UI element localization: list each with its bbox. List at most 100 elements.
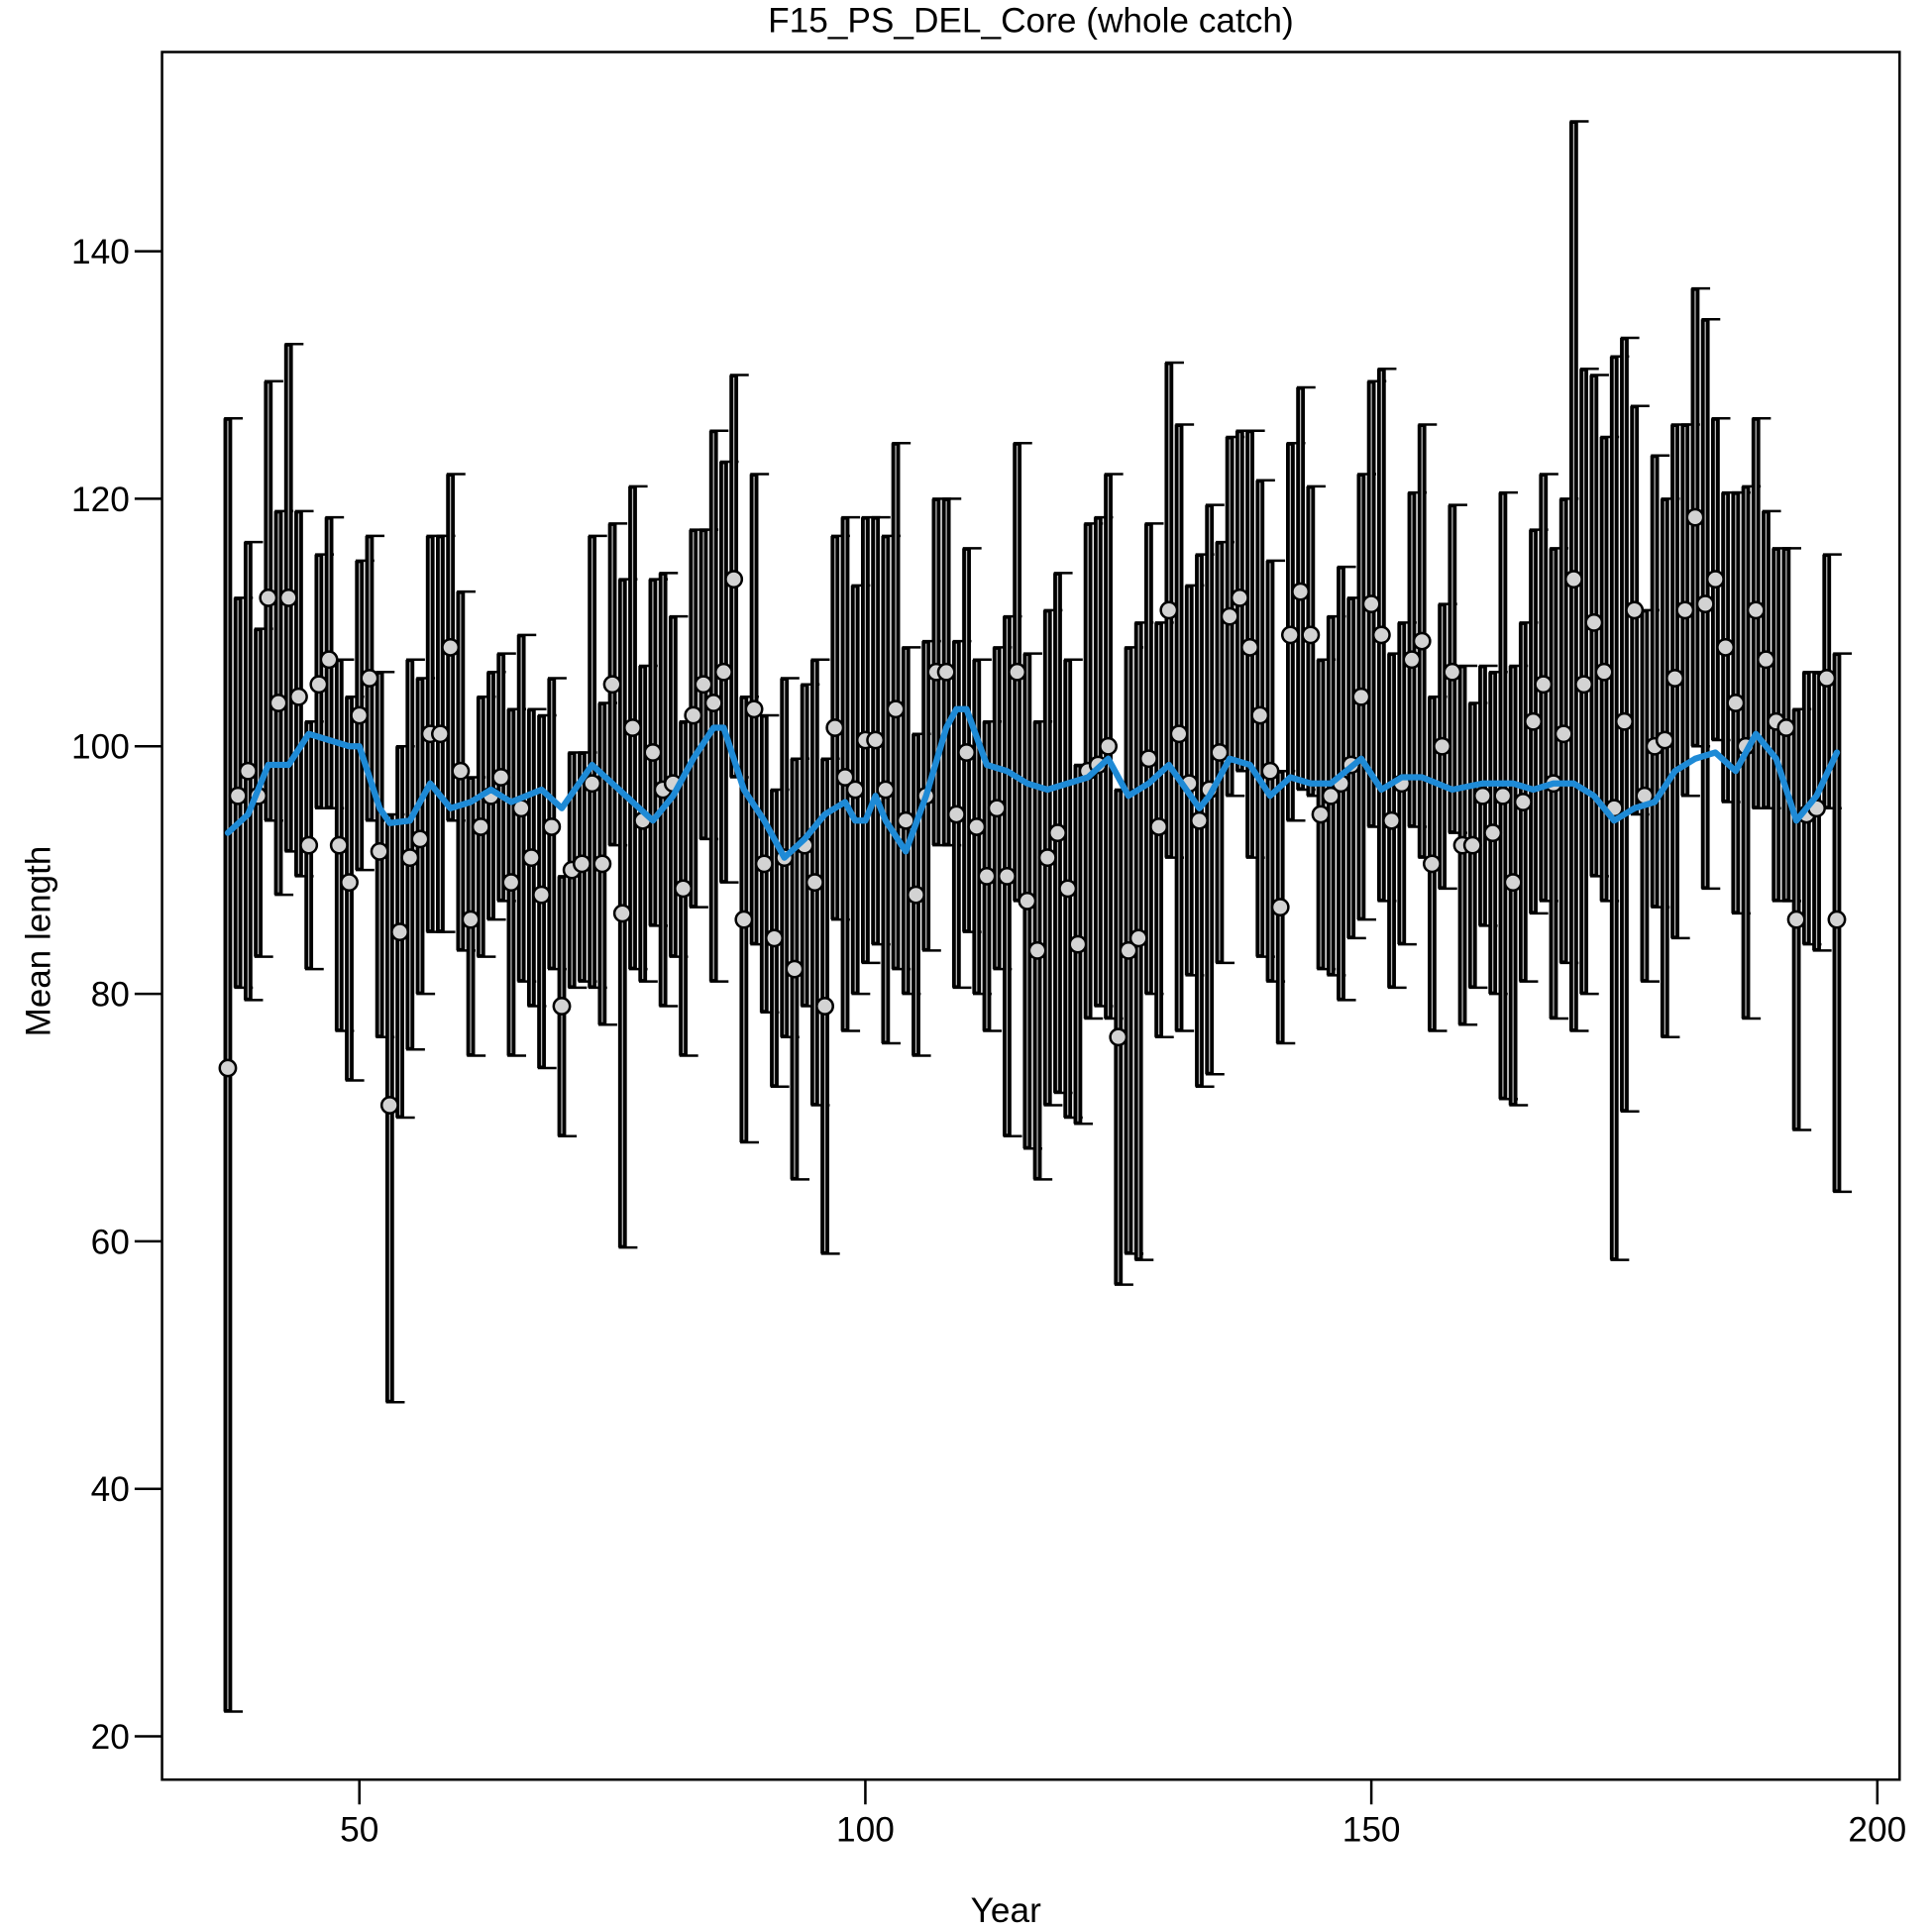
point [1149, 817, 1169, 836]
point [1412, 631, 1432, 651]
point [936, 662, 956, 682]
point [1726, 694, 1746, 712]
point [754, 854, 774, 874]
point [1443, 662, 1462, 682]
point [815, 997, 835, 1016]
point [1210, 743, 1230, 762]
point [572, 854, 591, 874]
y-tick-label: 140 [71, 233, 130, 271]
point [1473, 786, 1492, 805]
point [1554, 724, 1573, 744]
point [430, 724, 450, 744]
point [1270, 898, 1290, 917]
point [532, 885, 552, 905]
y-tick-label: 100 [71, 728, 130, 767]
point [552, 997, 572, 1016]
point [1563, 570, 1583, 589]
point [684, 705, 703, 725]
point [1230, 588, 1249, 607]
point [946, 805, 966, 824]
point [1291, 582, 1311, 601]
point [835, 768, 855, 787]
point [501, 873, 521, 893]
point [1008, 662, 1027, 682]
point [1099, 736, 1118, 756]
point [1240, 637, 1259, 657]
point [623, 718, 642, 737]
point [1483, 823, 1503, 843]
point [1361, 594, 1381, 613]
point [1757, 650, 1775, 670]
point [1817, 669, 1837, 688]
point [360, 669, 379, 688]
point [734, 910, 754, 929]
point [1371, 625, 1391, 645]
y-tick-label: 80 [91, 976, 130, 1015]
point [1027, 940, 1047, 960]
point [309, 675, 329, 695]
point [845, 780, 865, 800]
point [1665, 669, 1684, 688]
point [491, 768, 511, 787]
point [1786, 910, 1806, 929]
point [997, 867, 1017, 886]
point [329, 835, 349, 855]
point [1280, 625, 1300, 645]
point [1655, 730, 1674, 750]
point [379, 1096, 399, 1115]
point [724, 570, 744, 589]
x-tick-label: 200 [1848, 1811, 1906, 1850]
point [1220, 606, 1239, 626]
point [1503, 873, 1523, 893]
point [319, 650, 339, 670]
point [896, 810, 915, 830]
point [1037, 848, 1057, 868]
point [744, 699, 764, 719]
point [1068, 934, 1088, 954]
point [713, 662, 733, 682]
point [1382, 810, 1401, 830]
point [1827, 910, 1847, 929]
x-tick-label: 50 [340, 1811, 378, 1850]
point [643, 743, 663, 762]
point [238, 761, 258, 781]
point [218, 1058, 238, 1078]
point [1260, 761, 1280, 781]
point [461, 910, 481, 929]
point [390, 922, 410, 941]
point [1716, 637, 1736, 657]
point [259, 588, 278, 607]
point [228, 786, 248, 805]
point [876, 780, 896, 800]
point [451, 761, 471, 781]
plot-frame [161, 51, 1901, 1781]
point [1513, 793, 1533, 811]
point [1119, 940, 1138, 960]
point [957, 743, 976, 762]
point [583, 774, 602, 794]
point [1433, 736, 1452, 756]
point [1534, 675, 1554, 695]
point [1048, 823, 1067, 843]
point [592, 854, 612, 874]
point [441, 637, 461, 657]
point [825, 718, 845, 737]
point [1301, 625, 1321, 645]
point [268, 694, 288, 712]
point [278, 588, 298, 607]
point [1351, 687, 1371, 706]
point [1109, 1027, 1128, 1047]
point [602, 675, 622, 695]
point [907, 885, 925, 905]
point [1128, 928, 1148, 948]
point [703, 694, 723, 712]
point [471, 817, 490, 836]
point [1190, 810, 1209, 830]
point [612, 904, 632, 923]
point [370, 842, 389, 861]
point [886, 699, 906, 719]
x-tick-label: 150 [1342, 1811, 1401, 1850]
point [350, 705, 370, 725]
